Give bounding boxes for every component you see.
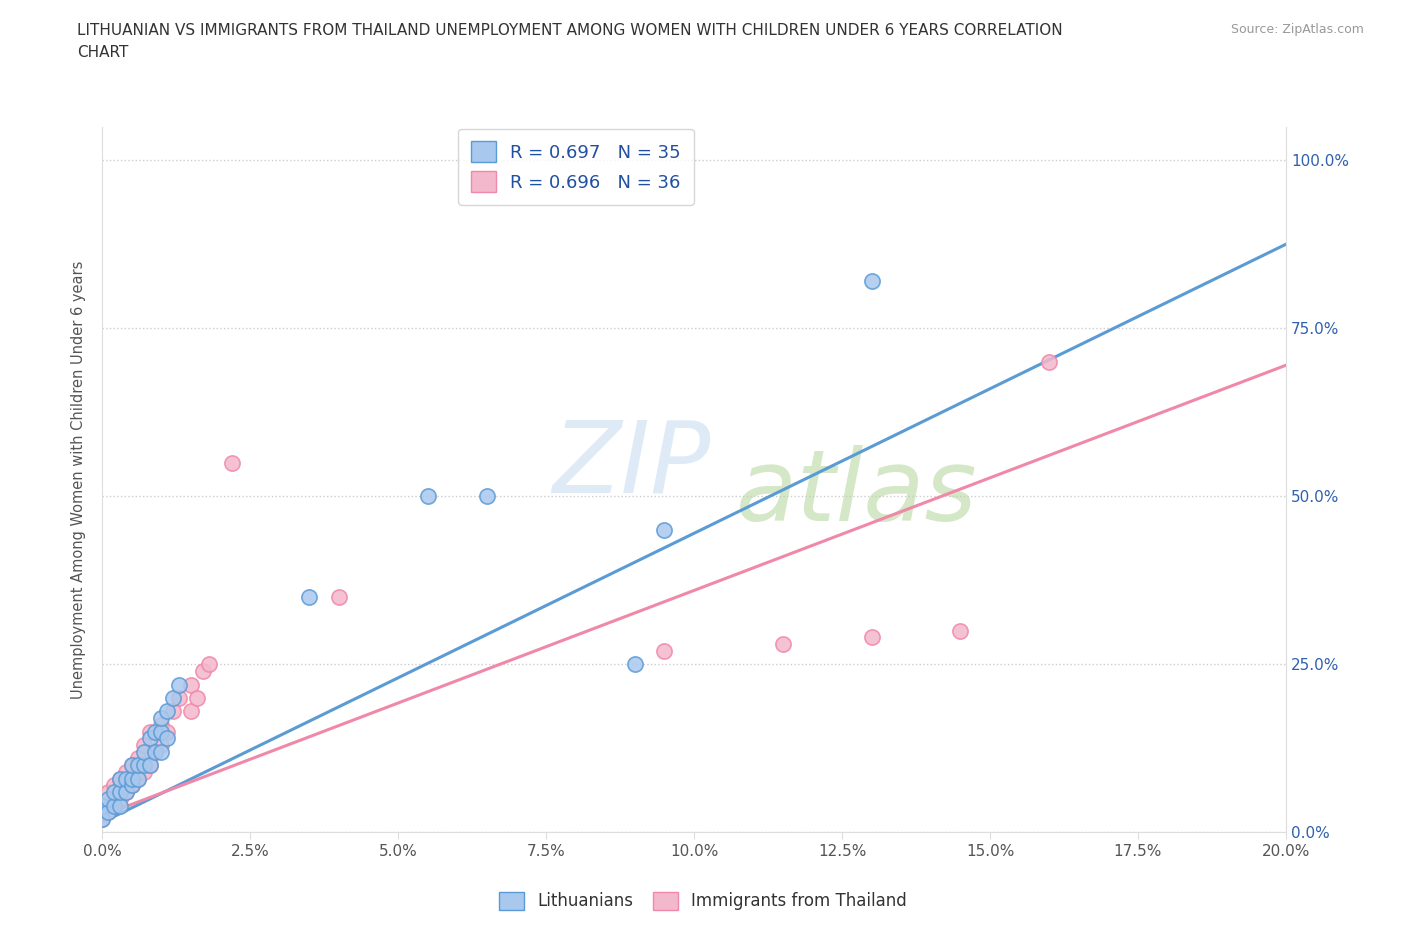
- Point: [949, 623, 972, 638]
- Point: [132, 744, 155, 759]
- Point: [156, 704, 179, 719]
- Point: [132, 764, 155, 779]
- Point: [115, 771, 138, 786]
- Point: [180, 704, 202, 719]
- Point: [150, 744, 173, 759]
- Point: [115, 785, 138, 800]
- Point: [180, 677, 202, 692]
- Point: [138, 758, 160, 773]
- Point: [91, 812, 114, 827]
- Point: [127, 758, 149, 773]
- Point: [298, 590, 321, 604]
- Point: [654, 644, 676, 658]
- Point: [132, 758, 155, 773]
- Point: [150, 724, 173, 739]
- Point: [197, 657, 219, 671]
- Point: [91, 812, 114, 827]
- Point: [150, 711, 173, 725]
- Point: [475, 489, 498, 504]
- Point: [108, 791, 131, 806]
- Point: [145, 724, 167, 739]
- Text: atlas: atlas: [735, 445, 977, 542]
- Point: [860, 273, 883, 288]
- Legend: Lithuanians, Immigrants from Thailand: Lithuanians, Immigrants from Thailand: [492, 885, 914, 917]
- Point: [167, 677, 190, 692]
- Point: [221, 456, 243, 471]
- Point: [108, 771, 131, 786]
- Point: [108, 798, 131, 813]
- Y-axis label: Unemployment Among Women with Children Under 6 years: Unemployment Among Women with Children U…: [72, 260, 86, 698]
- Point: [186, 690, 208, 705]
- Point: [127, 771, 149, 786]
- Point: [156, 724, 179, 739]
- Text: ZIP: ZIP: [553, 417, 710, 514]
- Point: [162, 690, 184, 705]
- Point: [127, 751, 149, 766]
- Point: [103, 798, 125, 813]
- Point: [127, 771, 149, 786]
- Point: [138, 731, 160, 746]
- Point: [121, 758, 143, 773]
- Point: [103, 798, 125, 813]
- Point: [97, 791, 120, 806]
- Point: [860, 630, 883, 644]
- Point: [108, 771, 131, 786]
- Point: [108, 785, 131, 800]
- Point: [103, 777, 125, 792]
- Point: [121, 758, 143, 773]
- Point: [121, 771, 143, 786]
- Point: [150, 717, 173, 732]
- Point: [416, 489, 439, 504]
- Point: [328, 590, 350, 604]
- Point: [156, 731, 179, 746]
- Point: [121, 777, 143, 792]
- Text: Source: ZipAtlas.com: Source: ZipAtlas.com: [1230, 23, 1364, 36]
- Point: [115, 764, 138, 779]
- Point: [654, 523, 676, 538]
- Point: [772, 637, 794, 652]
- Legend: R = 0.697   N = 35, R = 0.696   N = 36: R = 0.697 N = 35, R = 0.696 N = 36: [458, 128, 693, 205]
- Point: [97, 804, 120, 819]
- Point: [191, 664, 214, 679]
- Point: [115, 785, 138, 800]
- Point: [91, 798, 114, 813]
- Point: [624, 657, 647, 671]
- Point: [145, 744, 167, 759]
- Point: [1038, 354, 1060, 369]
- Point: [138, 724, 160, 739]
- Point: [103, 785, 125, 800]
- Point: [145, 744, 167, 759]
- Point: [162, 704, 184, 719]
- Point: [121, 777, 143, 792]
- Point: [138, 758, 160, 773]
- Point: [91, 798, 114, 813]
- Point: [97, 785, 120, 800]
- Point: [132, 737, 155, 752]
- Text: LITHUANIAN VS IMMIGRANTS FROM THAILAND UNEMPLOYMENT AMONG WOMEN WITH CHILDREN UN: LITHUANIAN VS IMMIGRANTS FROM THAILAND U…: [77, 23, 1063, 60]
- Point: [150, 737, 173, 752]
- Point: [167, 690, 190, 705]
- Point: [97, 804, 120, 819]
